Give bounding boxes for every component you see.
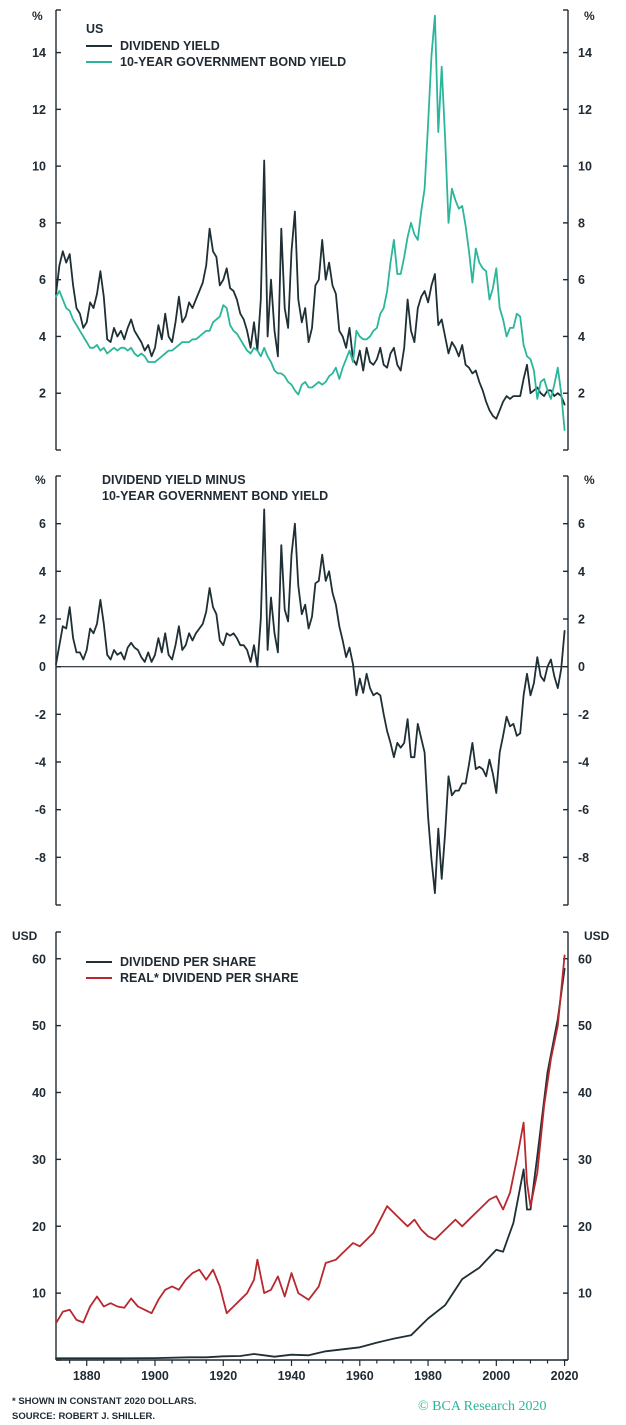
panel3-unit-right: USD: [584, 929, 610, 943]
y-tick-label-left: 4: [39, 565, 46, 579]
y-tick-label-right: 40: [578, 1086, 592, 1100]
y-tick-label-right: 20: [578, 1220, 592, 1234]
y-tick-label-left: -2: [35, 708, 46, 722]
y-tick-label-right: 12: [578, 103, 592, 117]
legend-dividend-yield: DIVIDEND YIELD: [120, 39, 220, 53]
panel2-unit-left: %: [35, 473, 46, 487]
y-tick-label-left: -8: [35, 851, 46, 865]
x-tick-label: 2020: [551, 1369, 579, 1383]
y-tick-label-left: 0: [39, 660, 46, 674]
y-tick-label-left: 2: [39, 613, 46, 627]
x-tick-label: 1920: [209, 1369, 237, 1383]
y-tick-label-right: 0: [578, 660, 585, 674]
x-tick-label: 1880: [73, 1369, 101, 1383]
panel1-series-2-line: [55, 14, 566, 431]
y-tick-label-left: 60: [32, 952, 46, 966]
panel1-title: US: [86, 22, 103, 36]
x-tick-label: 1940: [278, 1369, 306, 1383]
y-tick-label-right: 6: [578, 273, 585, 287]
panel3-series-1-line: [55, 967, 566, 1360]
panel2-series-1-line: [55, 508, 566, 894]
panel2-title: DIVIDEND YIELD MINUS 10-YEAR GOVERNMENT …: [102, 473, 328, 503]
y-tick-label-right: -2: [578, 708, 589, 722]
y-tick-label-left: -4: [35, 756, 46, 770]
y-tick-label-left: 4: [39, 330, 46, 344]
y-tick-label-left: 30: [32, 1153, 46, 1167]
y-tick-label-right: 30: [578, 1153, 592, 1167]
y-tick-label-right: 4: [578, 330, 585, 344]
y-tick-label-left: 14: [32, 46, 46, 60]
panel2-title-line-1: DIVIDEND YIELD MINUS: [102, 473, 246, 487]
legend-bond-yield: 10-YEAR GOVERNMENT BOND YIELD: [120, 55, 346, 69]
x-tick-label: 1960: [346, 1369, 374, 1383]
bca-research-credit: © BCA Research 2020: [418, 1399, 546, 1414]
y-tick-label-right: 8: [578, 216, 585, 230]
panel-yield-gap: % % DIVIDEND YIELD MINUS 10-YEAR GOVERNM…: [35, 473, 595, 906]
y-tick-label-right: 50: [578, 1019, 592, 1033]
panel1-unit-right: %: [584, 9, 595, 23]
x-tick-label: 2000: [482, 1369, 510, 1383]
y-tick-label-right: 6: [578, 517, 585, 531]
y-tick-label-left: 6: [39, 273, 46, 287]
x-tick-label: 1900: [141, 1369, 169, 1383]
panel-dividend-per-share: USD USD DIVIDEND PER SHARE REAL* DIVIDEN…: [12, 929, 610, 1383]
y-tick-label-right: 2: [578, 613, 585, 627]
panel2-unit-right: %: [584, 473, 595, 487]
y-tick-label-right: 14: [578, 46, 592, 60]
y-tick-label-right: 4: [578, 565, 585, 579]
y-tick-label-right: -6: [578, 803, 589, 817]
y-tick-label-left: 8: [39, 216, 46, 230]
y-tick-label-left: 6: [39, 517, 46, 531]
panel3-series-2-line: [55, 954, 566, 1325]
y-tick-label-right: 10: [578, 160, 592, 174]
y-tick-label-left: 50: [32, 1019, 46, 1033]
y-tick-label-left: 20: [32, 1220, 46, 1234]
y-tick-label-right: 2: [578, 387, 585, 401]
legend-real-dividend-per-share: REAL* DIVIDEND PER SHARE: [120, 971, 299, 985]
y-tick-label-left: 10: [32, 160, 46, 174]
y-tick-label-left: 10: [32, 1287, 46, 1301]
y-tick-label-right: -4: [578, 756, 589, 770]
panel1-unit-left: %: [32, 9, 43, 23]
panel1-series-1-line: [55, 159, 566, 420]
y-tick-label-right: 60: [578, 952, 592, 966]
panel-yields: % % US DIVIDEND YIELD 10-YEAR GOVERNMENT…: [32, 9, 595, 451]
x-tick-label: 1980: [414, 1369, 442, 1383]
panel3-unit-left: USD: [12, 929, 38, 943]
y-tick-label-right: 10: [578, 1287, 592, 1301]
y-tick-label-left: 40: [32, 1086, 46, 1100]
y-tick-label-left: 12: [32, 103, 46, 117]
footnote-constant-dollars: * SHOWN IN CONSTANT 2020 DOLLARS.: [12, 1396, 197, 1407]
footnote-source: SOURCE: ROBERT J. SHILLER.: [12, 1411, 155, 1422]
y-tick-label-left: 2: [39, 387, 46, 401]
panel2-title-line-2: 10-YEAR GOVERNMENT BOND YIELD: [102, 489, 328, 503]
y-tick-label-left: -6: [35, 803, 46, 817]
y-tick-label-right: -8: [578, 851, 589, 865]
legend-dividend-per-share: DIVIDEND PER SHARE: [120, 955, 256, 969]
